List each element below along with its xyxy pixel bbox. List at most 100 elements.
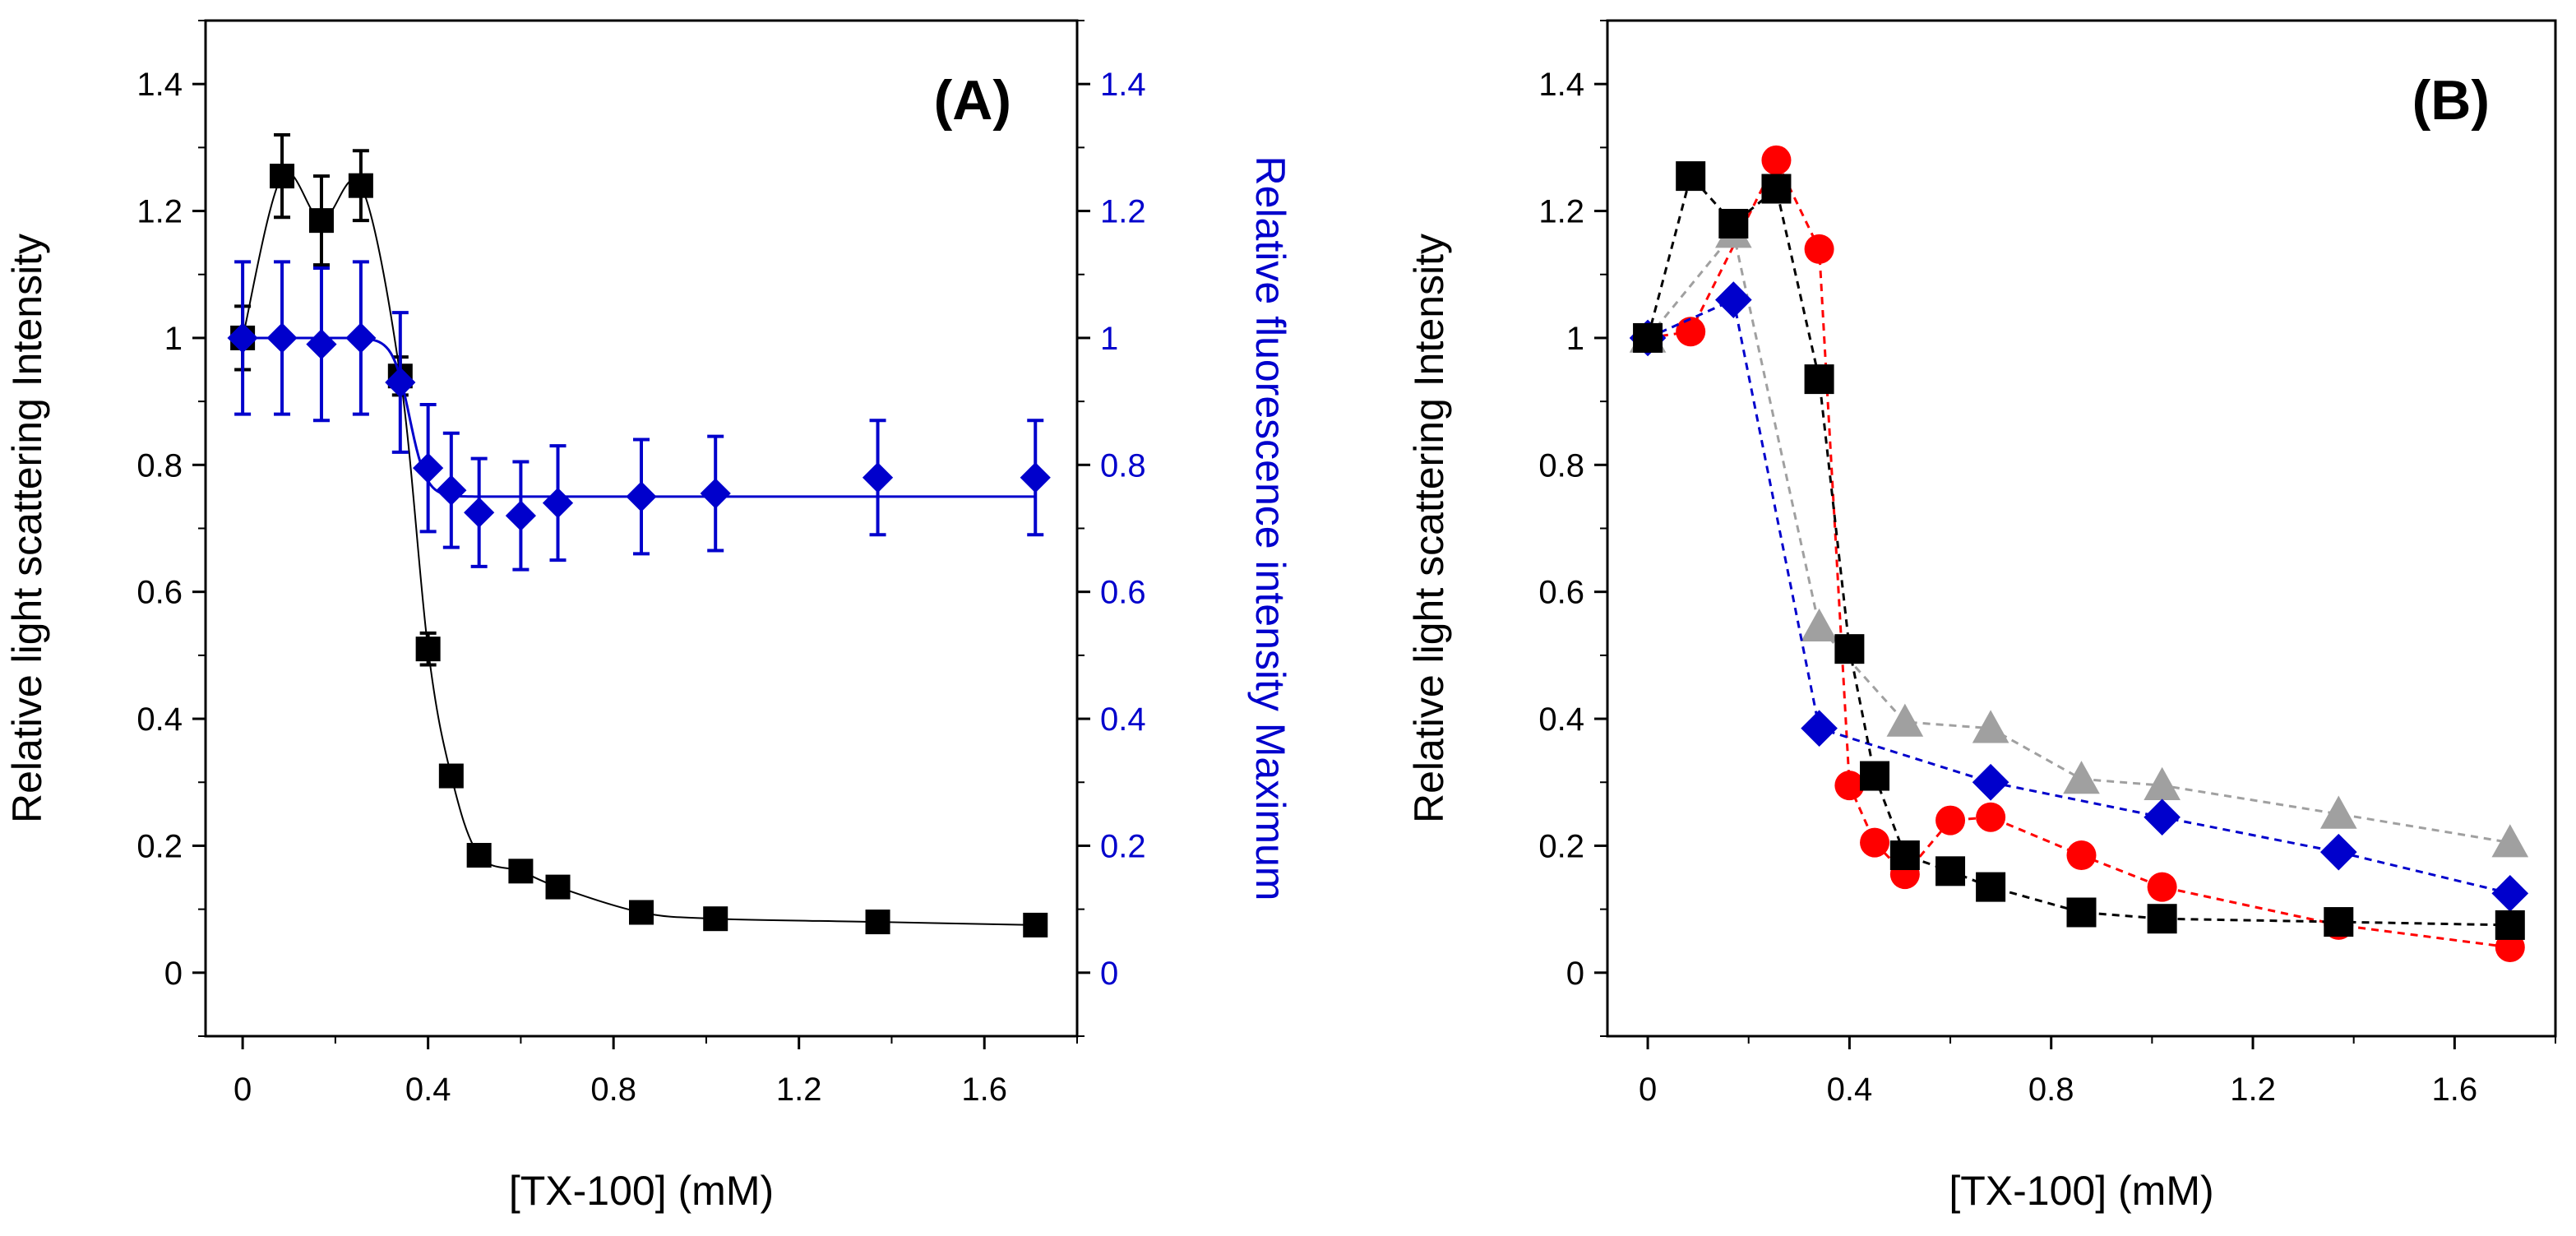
data-point bbox=[1715, 281, 1752, 318]
y-tick-label: 1 bbox=[1566, 321, 1584, 357]
y-tick-label: 0.8 bbox=[1538, 447, 1584, 484]
x-tick-label: 1.2 bbox=[2230, 1072, 2276, 1108]
y-tick-label: 0 bbox=[164, 956, 183, 992]
data-point bbox=[1972, 710, 2009, 743]
y-right-tick-label: 1 bbox=[1100, 321, 1118, 357]
series-0 bbox=[230, 132, 1048, 937]
y-tick-label: 0.4 bbox=[136, 701, 183, 738]
y-right-tick-label: 1.2 bbox=[1100, 194, 1146, 230]
data-point bbox=[2147, 904, 2177, 934]
data-point bbox=[542, 488, 574, 519]
data-point bbox=[1676, 161, 1706, 192]
y-tick-label: 1.4 bbox=[136, 67, 183, 103]
series-0 bbox=[1633, 145, 2525, 962]
y-tick-label: 0 bbox=[1566, 956, 1584, 992]
panel-label: (B) bbox=[2412, 69, 2490, 132]
data-point bbox=[1889, 840, 1920, 871]
series-line bbox=[1646, 230, 2511, 845]
data-point bbox=[2491, 824, 2529, 858]
data-point bbox=[2324, 907, 2354, 937]
data-point bbox=[385, 367, 416, 398]
data-point bbox=[1976, 872, 2006, 902]
x-tick-label: 0.4 bbox=[405, 1072, 451, 1108]
data-point bbox=[1804, 364, 1834, 395]
series-line bbox=[1646, 174, 2510, 927]
panel-b: 0 0.4 0.8 1.2 1.6 0 0.2 0.4 0.6 0.8 1 1.2 1.4 [TX-100… bbox=[1406, 19, 2557, 1214]
data-point bbox=[1860, 761, 1890, 791]
data-point bbox=[1834, 771, 1865, 801]
series-1 bbox=[1629, 215, 2529, 858]
data-point bbox=[1935, 805, 1966, 836]
x-axis-title: [TX-100] (mM) bbox=[509, 1168, 774, 1214]
data-point bbox=[865, 910, 890, 935]
data-point bbox=[1676, 317, 1706, 347]
y-tick-label: 0.6 bbox=[1538, 575, 1584, 611]
data-point bbox=[270, 164, 295, 189]
x-tick-label: 0.8 bbox=[590, 1072, 636, 1108]
y-tick-label: 0.8 bbox=[136, 447, 183, 484]
y-tick-label: 0.2 bbox=[136, 828, 183, 864]
data-point bbox=[466, 843, 492, 868]
data-point bbox=[2144, 799, 2181, 836]
data-point bbox=[438, 763, 464, 789]
data-point bbox=[1801, 710, 1838, 747]
series-1 bbox=[227, 260, 1051, 572]
x-axis-title: [TX-100] (mM) bbox=[1949, 1168, 2213, 1214]
data-point bbox=[505, 500, 537, 531]
x-tick-label: 1.2 bbox=[776, 1072, 822, 1108]
y-tick-label: 1.2 bbox=[136, 194, 183, 230]
data-point bbox=[508, 859, 534, 884]
y-right-tick-label: 0.8 bbox=[1100, 447, 1146, 484]
data-point bbox=[464, 497, 495, 528]
y-tick-label: 1.2 bbox=[1538, 194, 1584, 230]
data-point bbox=[1886, 703, 1924, 737]
data-point bbox=[703, 906, 728, 932]
data-point bbox=[1023, 912, 1048, 937]
data-point bbox=[266, 322, 298, 354]
data-point bbox=[2495, 932, 2525, 962]
data-point bbox=[227, 322, 258, 354]
series-line bbox=[1647, 298, 2511, 895]
data-point bbox=[2066, 840, 2097, 871]
data-point bbox=[545, 874, 571, 900]
data-point bbox=[1020, 462, 1051, 493]
data-point bbox=[2144, 766, 2181, 800]
data-point bbox=[308, 208, 334, 234]
data-point bbox=[629, 900, 654, 925]
data-point bbox=[2319, 795, 2357, 829]
data-point bbox=[2491, 875, 2529, 912]
y-tick-label: 0.6 bbox=[136, 575, 183, 611]
y-tick-label: 0.4 bbox=[1538, 701, 1584, 738]
y-axis-title: Relative light scattering Intensity bbox=[1406, 234, 1452, 823]
data-point bbox=[2063, 761, 2100, 794]
y-right-axis-title: Relative fluorescence intensity Maximum bbox=[1247, 156, 1293, 901]
series-line bbox=[1647, 157, 2510, 949]
y-right-tick-label: 1.4 bbox=[1100, 67, 1146, 103]
data-point bbox=[2319, 833, 2357, 871]
data-point bbox=[2066, 897, 2097, 928]
data-point bbox=[1801, 608, 1838, 641]
data-point bbox=[1935, 856, 1966, 886]
y-right-tick-label: 0.2 bbox=[1100, 828, 1146, 864]
data-point bbox=[1860, 827, 1890, 858]
y-tick-label: 1 bbox=[164, 321, 183, 357]
y-axis-title: Relative light scattering Intensity bbox=[4, 234, 50, 823]
x-tick-label: 1.6 bbox=[961, 1072, 1007, 1108]
data-point bbox=[2495, 910, 2525, 940]
y-right-tick-label: 0 bbox=[1100, 956, 1118, 992]
y-tick-label: 0.2 bbox=[1538, 828, 1584, 864]
data-point bbox=[415, 637, 441, 662]
data-point bbox=[1972, 763, 2009, 801]
data-point bbox=[1761, 145, 1792, 175]
data-point bbox=[700, 478, 731, 509]
plot-frame bbox=[1606, 19, 2557, 1038]
panel-a: 0 0.4 0.8 1.2 1.6 0 0.2 0.4 0.6 0.8 1 1.2 1.4 0 0.2 0.4… bbox=[4, 19, 1293, 1214]
y-right-tick-label: 0.6 bbox=[1100, 575, 1146, 611]
x-tick-label: 0 bbox=[234, 1072, 252, 1108]
data-point bbox=[1834, 634, 1865, 664]
data-point bbox=[348, 173, 373, 198]
y-right-tick-label: 0.4 bbox=[1100, 701, 1146, 738]
series-3 bbox=[1633, 161, 2525, 940]
data-point bbox=[862, 462, 894, 493]
